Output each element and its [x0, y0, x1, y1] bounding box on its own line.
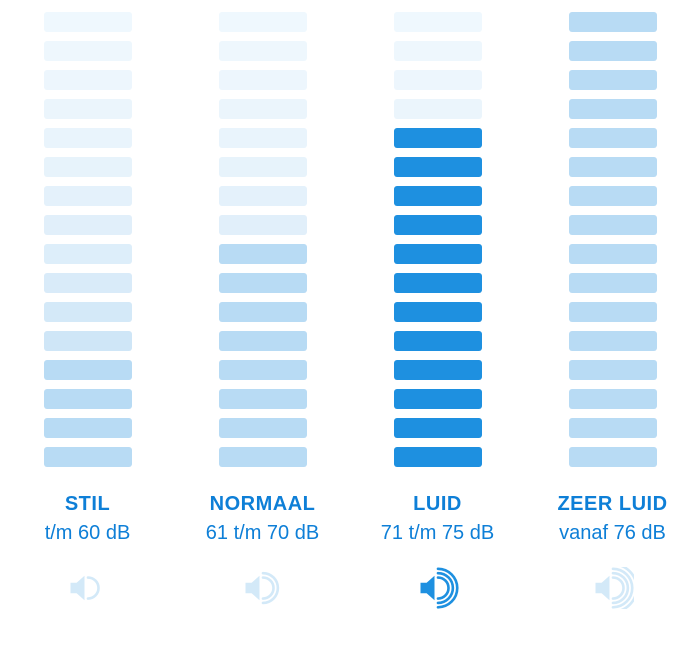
- sound-level-infographic: STIL t/m 60 dB NORMAAL 61 t/m 70 dB LUID 71…: [0, 0, 700, 656]
- speaker-icon: [67, 567, 109, 614]
- level-bar: [394, 128, 482, 148]
- level-bar: [219, 157, 307, 177]
- level-bar: [394, 41, 482, 61]
- level-bar: [394, 360, 482, 380]
- level-bar: [44, 70, 132, 90]
- level-bar: [44, 215, 132, 235]
- level-bar: [44, 273, 132, 293]
- speaker-icon: [592, 567, 634, 614]
- level-bar: [569, 273, 657, 293]
- level-bar: [44, 447, 132, 467]
- level-bar: [219, 360, 307, 380]
- level-bar: [394, 12, 482, 32]
- level-bar: [394, 273, 482, 293]
- level-bar: [219, 70, 307, 90]
- level-bar: [569, 41, 657, 61]
- level-title: LUID: [413, 493, 462, 516]
- level-bar: [394, 157, 482, 177]
- level-bars: [219, 12, 307, 467]
- level-bar: [219, 447, 307, 467]
- level-bar: [219, 331, 307, 351]
- level-bar: [569, 418, 657, 438]
- level-bar: [44, 41, 132, 61]
- level-range: vanaf 76 dB: [559, 522, 666, 545]
- level-bar: [569, 389, 657, 409]
- level-bar: [44, 157, 132, 177]
- level-bar: [394, 331, 482, 351]
- level-bar: [44, 389, 132, 409]
- level-bar: [219, 99, 307, 119]
- level-bar: [569, 70, 657, 90]
- level-bar: [219, 273, 307, 293]
- level-range: 71 t/m 75 dB: [381, 522, 494, 545]
- level-bar: [44, 12, 132, 32]
- level-bar: [219, 389, 307, 409]
- level-bar: [569, 360, 657, 380]
- level-column: STIL t/m 60 dB: [0, 12, 175, 656]
- level-bar: [569, 215, 657, 235]
- level-bar: [44, 244, 132, 264]
- level-bar: [569, 244, 657, 264]
- level-bar: [569, 331, 657, 351]
- level-bar: [394, 70, 482, 90]
- level-bar: [44, 186, 132, 206]
- level-bar: [219, 128, 307, 148]
- level-bar: [44, 128, 132, 148]
- level-bar: [219, 215, 307, 235]
- level-bar: [219, 418, 307, 438]
- level-bars: [569, 12, 657, 467]
- speaker-icon: [417, 567, 459, 614]
- level-bar: [219, 186, 307, 206]
- level-bar: [394, 418, 482, 438]
- level-column: NORMAAL 61 t/m 70 dB: [175, 12, 350, 656]
- level-bar: [394, 215, 482, 235]
- level-bar: [219, 244, 307, 264]
- level-title: STIL: [65, 493, 110, 516]
- level-bar: [569, 157, 657, 177]
- level-bar: [394, 447, 482, 467]
- level-bar: [394, 302, 482, 322]
- level-bar: [44, 302, 132, 322]
- level-range: 61 t/m 70 dB: [206, 522, 319, 545]
- level-bar: [219, 302, 307, 322]
- level-bar: [569, 12, 657, 32]
- level-range: t/m 60 dB: [45, 522, 131, 545]
- level-bar: [44, 418, 132, 438]
- level-bar: [219, 41, 307, 61]
- level-bar: [219, 12, 307, 32]
- level-column: ZEER LUID vanaf 76 dB: [525, 12, 700, 656]
- level-bar: [569, 128, 657, 148]
- level-bars: [44, 12, 132, 467]
- level-bar: [394, 389, 482, 409]
- level-bar: [569, 186, 657, 206]
- level-bars: [394, 12, 482, 467]
- level-bar: [394, 186, 482, 206]
- level-title: ZEER LUID: [557, 493, 667, 516]
- level-column: LUID 71 t/m 75 dB: [350, 12, 525, 656]
- level-title: NORMAAL: [210, 493, 316, 516]
- level-bar: [569, 302, 657, 322]
- level-bar: [394, 244, 482, 264]
- speaker-icon: [242, 567, 284, 614]
- level-bar: [569, 447, 657, 467]
- level-bar: [44, 99, 132, 119]
- level-bar: [44, 360, 132, 380]
- level-bar: [44, 331, 132, 351]
- level-bar: [394, 99, 482, 119]
- level-bar: [569, 99, 657, 119]
